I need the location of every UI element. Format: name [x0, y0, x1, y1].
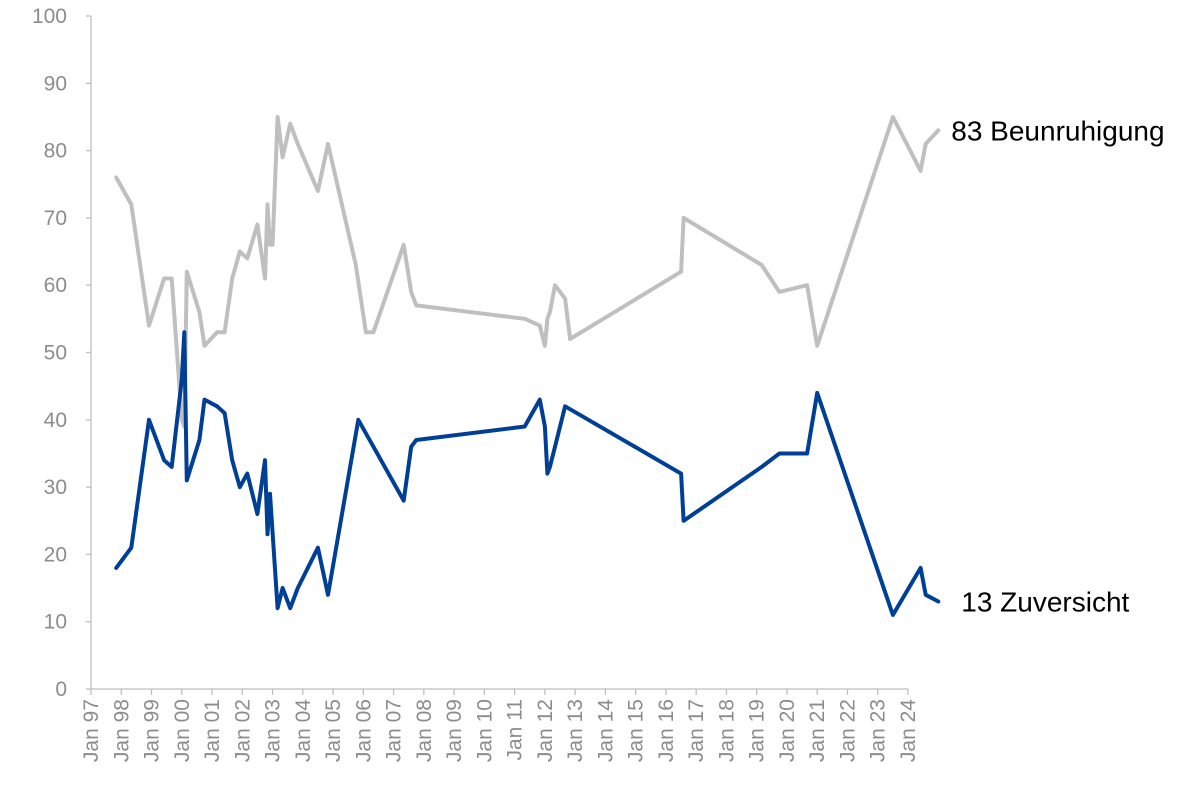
x-tick-label: Jan 18 — [715, 699, 738, 762]
y-tick-label: 60 — [44, 274, 67, 297]
x-tick-label: Jan 21 — [806, 699, 829, 762]
x-tick-label: Jan 00 — [171, 699, 194, 762]
x-tick-label: Jan 02 — [231, 699, 254, 762]
y-tick-label: 70 — [44, 207, 67, 230]
x-tick-label: Jan 24 — [897, 699, 920, 762]
series-end-label-beunruhigung: 83 Beunruhigung — [951, 115, 1164, 146]
x-tick-label: Jan 12 — [534, 699, 557, 762]
x-tick-label: Jan 11 — [504, 699, 527, 761]
series-end-labels: 83 Beunruhigung 13 Zuversicht — [951, 115, 1164, 617]
x-tick-label: Jan 10 — [473, 699, 496, 762]
series-line-beunruhigung — [114, 115, 941, 429]
x-tick-label: Jan 04 — [292, 699, 315, 762]
y-tick-label: 30 — [44, 476, 67, 499]
x-tick-label: Jan 03 — [262, 699, 285, 762]
chart-series — [114, 115, 941, 617]
x-tick-label: Jan 13 — [564, 699, 587, 762]
x-tick-label: Jan 05 — [322, 699, 345, 762]
series-line-zuversicht — [114, 330, 941, 617]
y-tick-label: 90 — [44, 72, 67, 95]
x-tick-label: Jan 19 — [746, 699, 769, 762]
y-tick-label: 20 — [44, 543, 67, 566]
x-tick-label: Jan 16 — [655, 699, 678, 762]
x-tick-label: Jan 20 — [776, 699, 799, 762]
x-tick-label: Jan 08 — [413, 699, 436, 762]
y-tick-label: 0 — [55, 678, 67, 701]
y-tick-label: 10 — [44, 611, 67, 634]
x-tick-label: Jan 07 — [383, 699, 406, 762]
x-tick-label: Jan 15 — [625, 699, 648, 762]
chart-axes: 0 10 20 30 40 50 60 70 80 90 100 Jan 97 Jan 98 Jan 99… — [32, 5, 920, 762]
x-tick-label: Jan 06 — [352, 699, 375, 762]
x-tick-label: Jan 23 — [867, 699, 890, 762]
x-tick-label: Jan 14 — [594, 699, 617, 762]
y-tick-label: 50 — [44, 342, 67, 365]
x-tick-label: Jan 22 — [836, 699, 859, 762]
y-tick-label: 80 — [44, 140, 67, 163]
x-tick-label: Jan 97 — [80, 699, 103, 762]
y-tick-label: 100 — [32, 5, 67, 28]
y-tick-label: 40 — [44, 409, 67, 432]
x-tick-label: Jan 09 — [443, 699, 466, 762]
x-tick-label: Jan 17 — [685, 699, 708, 762]
x-tick-label: Jan 99 — [141, 699, 164, 762]
x-tick-label: Jan 01 — [201, 699, 224, 762]
x-tick-label: Jan 98 — [110, 699, 133, 762]
series-end-label-zuversicht: 13 Zuversicht — [961, 587, 1129, 618]
